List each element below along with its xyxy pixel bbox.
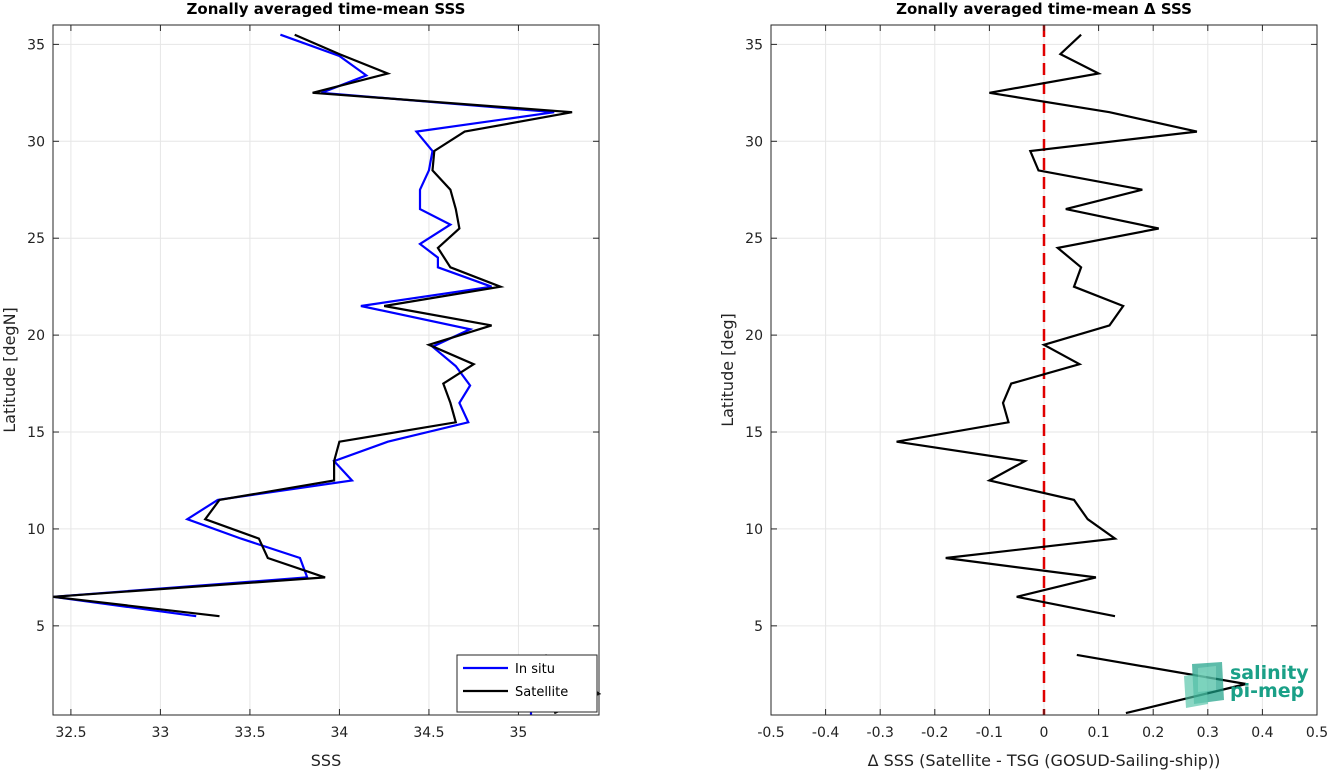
left-y-tick-label: 35 — [27, 37, 45, 53]
left-series-satellite-line — [52, 33, 573, 618]
right-y-tick-label: 30 — [745, 134, 763, 150]
right-x-tick-label: 0.1 — [1087, 725, 1109, 741]
left-series-in-situ-line — [52, 33, 555, 618]
right-series — [896, 25, 1247, 715]
right-chart-title: Zonally averaged time-mean Δ SSS — [896, 0, 1192, 18]
right-y-tick-label: 10 — [745, 522, 763, 538]
right-x-tick-label: -0.4 — [812, 725, 839, 741]
left-y-axis-label: Latitude [degN] — [0, 307, 19, 433]
right-y-axis-label: Latitude [deg] — [718, 313, 737, 427]
right-x-tick-label: -0.5 — [757, 725, 784, 741]
left-x-tick-label: 34 — [331, 725, 349, 741]
left-y-tick-label: 5 — [36, 619, 45, 635]
right-y-tick-label: 35 — [745, 37, 763, 53]
left-x-tick-label: 34.5 — [413, 725, 444, 741]
right-x-tick-label: -0.1 — [976, 725, 1003, 741]
left-plot-area — [53, 25, 599, 715]
logo-mark-icon — [1184, 662, 1224, 708]
left-y-tick-label: 20 — [27, 328, 45, 344]
left-y-tick-label: 25 — [27, 231, 45, 247]
right-y-tick-label: 15 — [745, 425, 763, 441]
left-x-tick-label: 35 — [510, 725, 528, 741]
right-series-delta-line — [1076, 653, 1247, 715]
right-y-tick-label: 20 — [745, 328, 763, 344]
right-chart: Zonally averaged time-mean Δ SSS -0.5 -0.… — [718, 0, 1328, 770]
logo-text-line1: salinity — [1230, 662, 1309, 684]
left-x-tick-label: 33.5 — [234, 725, 265, 741]
left-ticks: 32.5 33 33.5 34 34.5 35 5 10 15 20 25 30 35 — [27, 25, 599, 741]
left-grid — [53, 25, 599, 715]
right-y-tick-label: 5 — [754, 619, 763, 635]
legend-box — [456, 654, 598, 713]
legend-insitu-label: In situ — [515, 662, 555, 677]
right-x-tick-label: 0.3 — [1197, 725, 1219, 741]
right-x-tick-label: 0.5 — [1306, 725, 1328, 741]
logo-text-line2: pi-mep — [1230, 680, 1304, 702]
left-chart: Zonally averaged time-mean SSS 32.5 33 33.… — [0, 0, 602, 770]
legend-satellite-label: Satellite — [515, 685, 568, 700]
left-x-tick-label: 32.5 — [55, 725, 86, 741]
left-axes-box — [52, 24, 600, 716]
right-x-tick-label: 0.2 — [1142, 725, 1164, 741]
right-x-tick-label: 0 — [1040, 725, 1049, 741]
salinity-pi-mep-logo: salinity pi-mep — [1184, 662, 1309, 708]
right-ticks: -0.5 -0.4 -0.3 -0.2 -0.1 0 0.1 0.2 0.3 0.4 0.5 5 10 1… — [745, 25, 1328, 741]
left-y-tick-label: 30 — [27, 134, 45, 150]
left-y-tick-label: 15 — [27, 425, 45, 441]
right-x-axis-label: Δ SSS (Satellite - TSG (GOSUD-Sailing-sh… — [868, 751, 1221, 770]
legend: In situ Satellite — [456, 654, 598, 713]
right-x-tick-label: -0.3 — [867, 725, 894, 741]
left-x-axis-label: SSS — [311, 751, 341, 770]
left-y-tick-label: 10 — [27, 522, 45, 538]
right-y-tick-label: 25 — [745, 231, 763, 247]
left-chart-title: Zonally averaged time-mean SSS — [187, 0, 466, 18]
right-x-tick-label: -0.2 — [921, 725, 948, 741]
left-x-tick-label: 33 — [151, 725, 169, 741]
right-series-delta-line — [896, 33, 1198, 618]
right-x-tick-label: 0.4 — [1251, 725, 1273, 741]
